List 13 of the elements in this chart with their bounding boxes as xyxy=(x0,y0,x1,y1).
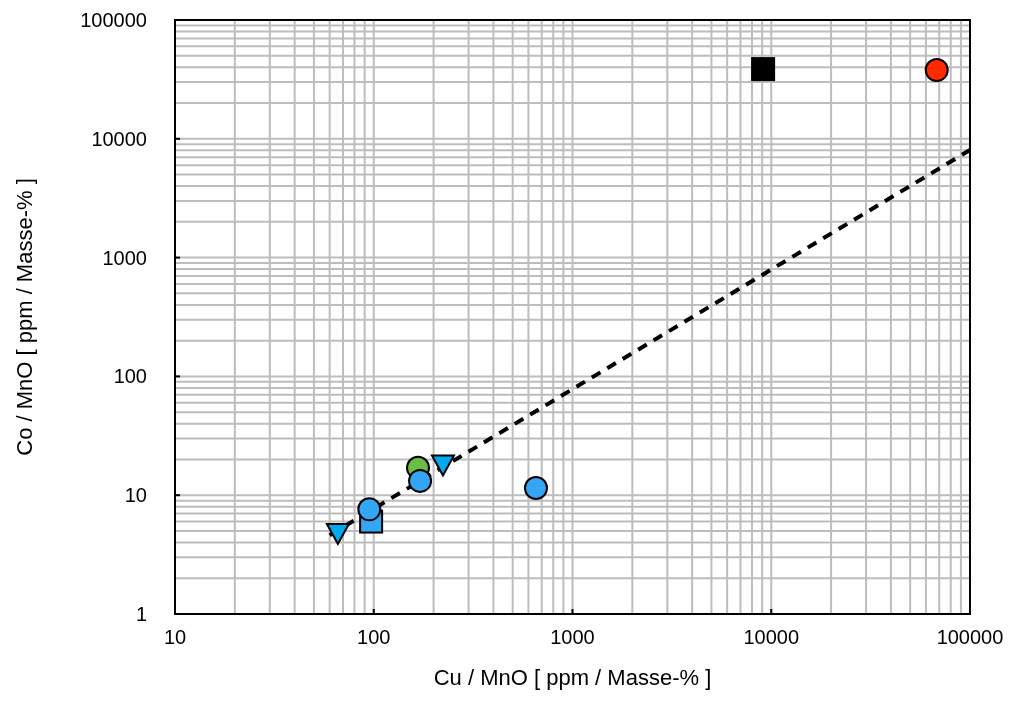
y-tick-label: 100 xyxy=(113,365,147,388)
y-tick-label: 10000 xyxy=(91,127,147,150)
x-axis-title: Cu / MnO [ ppm / Masse-% ] xyxy=(433,665,712,690)
x-tick-label: 100000 xyxy=(936,626,1004,648)
x-tick-label: 10000 xyxy=(743,626,800,648)
x-tick-label: 1000 xyxy=(550,626,595,648)
y-axis-title: Co / MnO [ ppm / Masse-% ] xyxy=(12,178,37,456)
x-tick-label: 10 xyxy=(163,626,187,648)
y-tick-label: 1 xyxy=(135,603,147,625)
x-tick-label: 100 xyxy=(357,626,391,648)
y-tick-label: 1000 xyxy=(102,246,147,269)
y-tick-label: 10 xyxy=(124,484,147,507)
y-tick-label: 100000 xyxy=(80,9,147,31)
